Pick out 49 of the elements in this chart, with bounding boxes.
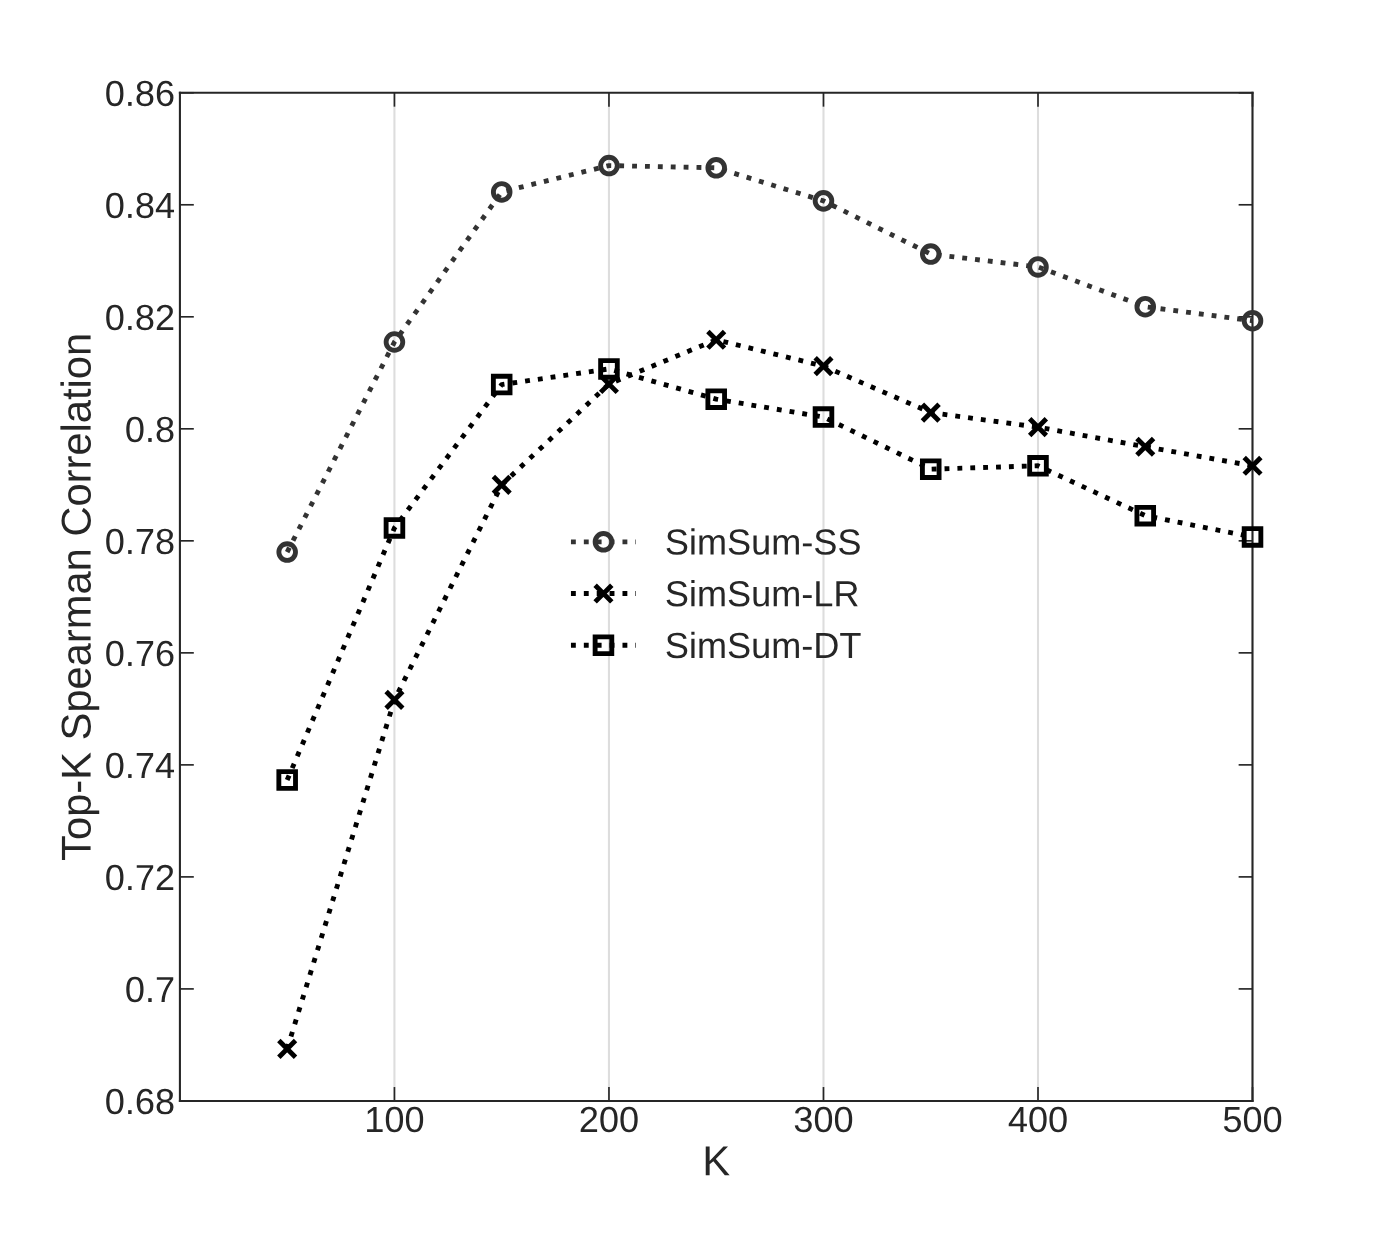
- y-tick-label: 0.82: [106, 304, 174, 331]
- x-tick-label: 300: [794, 1106, 853, 1133]
- point: [705, 157, 727, 179]
- point: [383, 689, 406, 711]
- point: [383, 331, 406, 353]
- point: [598, 154, 620, 177]
- point: [812, 406, 835, 428]
- point: [705, 329, 727, 351]
- legend-label: SimSum-SS: [666, 528, 860, 555]
- point: [705, 388, 727, 410]
- y-tick-label: 0.76: [106, 640, 174, 667]
- y-tick-label: 0.84: [106, 192, 175, 219]
- legend-label: SimSum-LR: [666, 580, 858, 607]
- x-axis-title: K: [705, 1146, 730, 1176]
- point: [276, 769, 298, 791]
- x-tick-label: 500: [1223, 1106, 1282, 1133]
- point: [812, 190, 835, 212]
- y-tick-label: 0.72: [106, 864, 174, 891]
- point: [383, 517, 406, 539]
- point: [1027, 256, 1049, 278]
- point: [1241, 455, 1264, 477]
- point: [919, 401, 942, 424]
- point: [812, 355, 835, 377]
- point: [598, 358, 620, 380]
- x-tick-label: 200: [580, 1106, 638, 1133]
- point: [1027, 455, 1049, 477]
- point: [1134, 504, 1157, 527]
- legend-label: SimSum-DT: [666, 631, 861, 659]
- point: [1134, 295, 1157, 318]
- y-tick-label: 0.68: [106, 1088, 174, 1115]
- point: [490, 474, 513, 496]
- point: [490, 373, 513, 396]
- point: [276, 541, 298, 563]
- x-tick-label: 400: [1008, 1106, 1067, 1133]
- point: [1027, 416, 1049, 438]
- point: [919, 458, 942, 480]
- point: [1241, 526, 1264, 548]
- y-tick-label: 0.7: [126, 976, 174, 1003]
- y-tick-label: 0.8: [126, 416, 174, 443]
- point: [490, 181, 513, 203]
- point: [1134, 435, 1157, 458]
- y-tick-label: 0.74: [106, 752, 175, 779]
- y-axis-title: Top-K Spearman Correlation: [60, 335, 100, 860]
- point: [276, 1038, 298, 1060]
- y-tick-label: 0.86: [106, 80, 174, 107]
- y-tick-label: 0.78: [106, 528, 174, 555]
- point: [919, 243, 942, 265]
- x-tick-label: 100: [367, 1106, 424, 1133]
- point: [1241, 309, 1264, 332]
